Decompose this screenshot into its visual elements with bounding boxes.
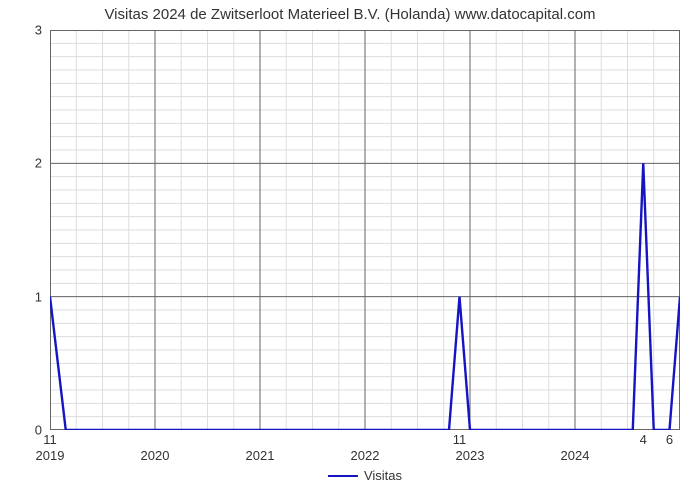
chart-legend: Visitas bbox=[328, 468, 402, 483]
chart-plot bbox=[50, 30, 680, 430]
legend-swatch bbox=[328, 475, 358, 477]
y-tick-label: 2 bbox=[0, 156, 42, 171]
y-tick-label: 3 bbox=[0, 23, 42, 38]
x-tick-label: 2024 bbox=[561, 448, 590, 463]
y-tick-label: 1 bbox=[0, 289, 42, 304]
y-tick-label: 0 bbox=[0, 423, 42, 438]
x-tick-label: 2023 bbox=[456, 448, 485, 463]
chart-title: Visitas 2024 de Zwitserloot Materieel B.… bbox=[0, 6, 700, 23]
data-annotation: 4 bbox=[640, 432, 647, 447]
x-tick-label: 2019 bbox=[36, 448, 65, 463]
x-tick-label: 2020 bbox=[141, 448, 170, 463]
data-annotation: 6 bbox=[666, 432, 673, 447]
x-tick-label: 2021 bbox=[246, 448, 275, 463]
data-annotation: 11 bbox=[453, 432, 467, 447]
chart-container: Visitas 2024 de Zwitserloot Materieel B.… bbox=[0, 0, 700, 500]
x-tick-label: 2022 bbox=[351, 448, 380, 463]
data-annotation: 11 bbox=[43, 432, 57, 447]
legend-label: Visitas bbox=[364, 468, 402, 483]
